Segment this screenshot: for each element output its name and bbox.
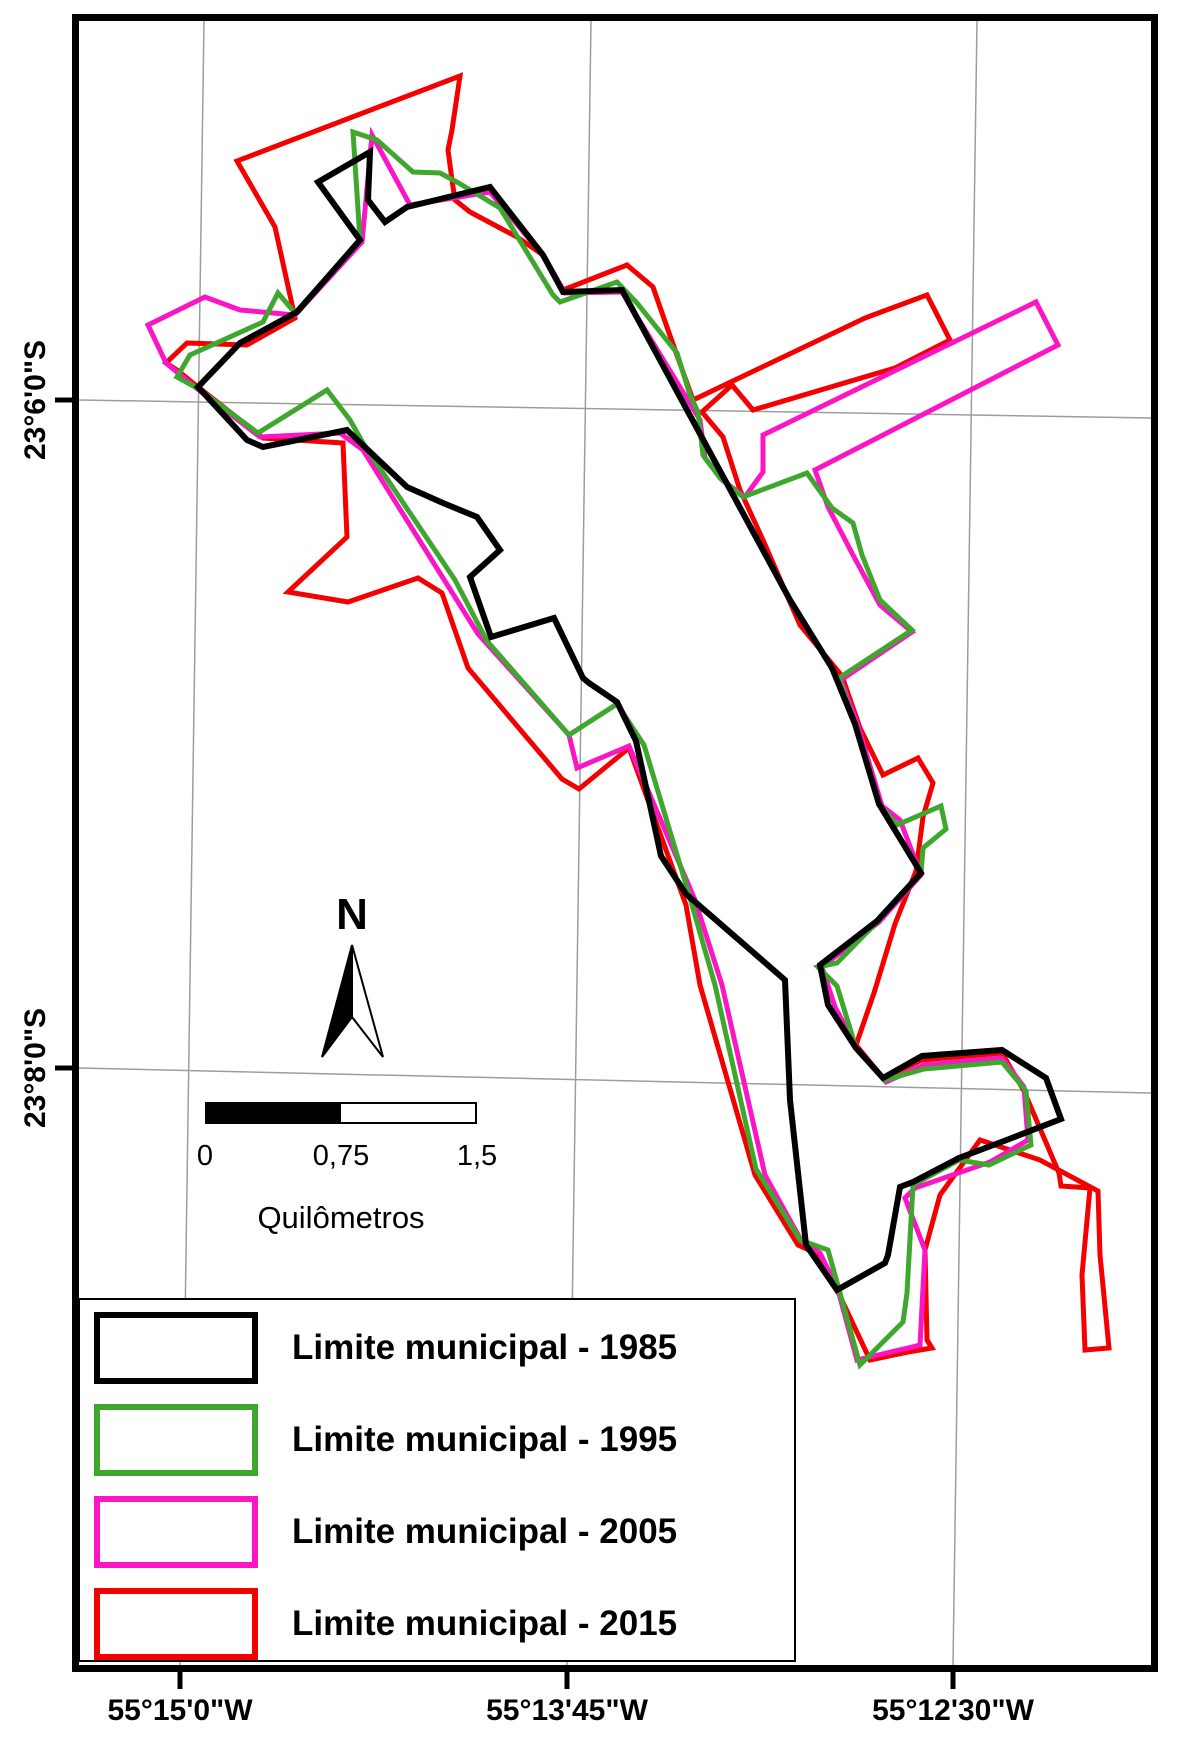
legend-swatch [94,1588,258,1660]
boundary-1995 [173,128,1034,1370]
longitude-label: 55°15'0"W [107,1694,253,1727]
scale-bar-filled-half [207,1104,341,1122]
longitude-tick [564,1672,570,1689]
longitude-label: 55°12'30"W [872,1694,1034,1727]
legend-row: Limite municipal - 1985 [94,1312,677,1384]
legend-label: Limite municipal - 1995 [292,1420,678,1459]
legend-swatch [94,1404,258,1476]
latitude-label: 23°8'0"S [19,1007,52,1129]
map-frame-border [72,14,1158,1672]
legend-row: Limite municipal - 2015 [94,1588,677,1660]
scale-bar-number: 0 [196,1140,214,1172]
scale-bar-empty-half [341,1104,475,1122]
latitude-label: 23°6'0"S [19,339,52,461]
boundary-1985 [193,146,1065,1294]
graticule-meridian [952,21,978,1665]
latitude-tick [55,397,72,403]
north-arrow: N [292,890,412,1070]
north-arrow-label: N [336,890,368,939]
legend-label: Limite municipal - 2005 [292,1512,678,1551]
longitude-label: 55°13'45"W [486,1694,648,1727]
scale-bar-unit: Quilômetros [257,1200,425,1235]
legend-label: Limite municipal - 2015 [292,1604,678,1643]
scale-bar-number: 1,5 [456,1140,498,1172]
legend-row: Limite municipal - 1995 [94,1404,677,1476]
latitude-tick [55,1065,72,1071]
legend-label: Limite municipal - 1985 [292,1328,678,1367]
graticule-parallel [79,399,1151,419]
legend-swatch [94,1312,258,1384]
legend: Limite municipal - 1985 Limite municipal … [78,1298,796,1662]
graticule-parallel [79,1067,1151,1094]
longitude-tick [950,1672,956,1689]
north-arrow-icon [321,944,384,1058]
scale-bar-number: 0,75 [312,1140,370,1172]
scale-bar-labels: 0 0,75 1,5 [0,1140,1181,1176]
longitude-tick [177,1672,183,1689]
scale-bar [205,1102,477,1124]
legend-row: Limite municipal - 2005 [94,1496,677,1568]
legend-swatch [94,1496,258,1568]
